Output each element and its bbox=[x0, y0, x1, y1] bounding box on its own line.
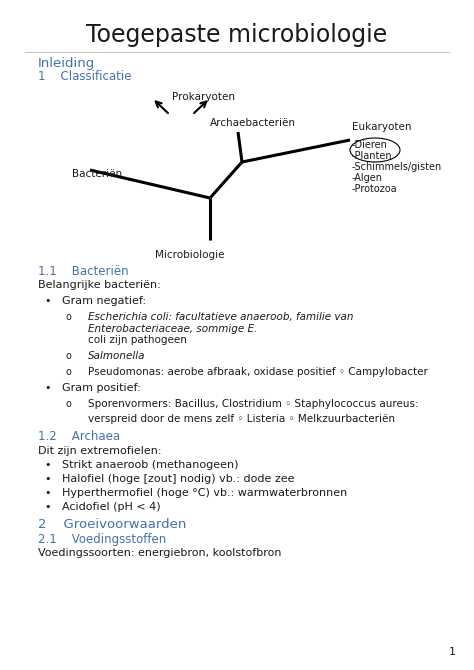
Text: Voedingssoorten: energiebron, koolstofbron: Voedingssoorten: energiebron, koolstofbr… bbox=[38, 548, 282, 558]
Text: Dit zijn extremofielen:: Dit zijn extremofielen: bbox=[38, 446, 162, 456]
Text: Archaebacteriën: Archaebacteriën bbox=[210, 118, 296, 128]
Text: Hyperthermofiel (hoge °C) vb.: warmwaterbronnen: Hyperthermofiel (hoge °C) vb.: warmwater… bbox=[62, 488, 347, 498]
Text: 1.2    Archaea: 1.2 Archaea bbox=[38, 431, 120, 444]
Text: •: • bbox=[44, 383, 51, 393]
Text: verspreid door de mens zelf ◦ Listeria ◦ Melkzuurbacteriën: verspreid door de mens zelf ◦ Listeria ◦… bbox=[88, 414, 395, 424]
Text: o: o bbox=[66, 367, 72, 377]
Text: Gram negatief:: Gram negatief: bbox=[62, 296, 146, 306]
Text: Eukaryoten: Eukaryoten bbox=[352, 122, 411, 132]
Text: -Schimmels/gisten: -Schimmels/gisten bbox=[352, 162, 442, 172]
Text: Microbiologie: Microbiologie bbox=[155, 250, 225, 260]
Text: Sporenvormers: Bacillus, Clostridium ◦ Staphylococcus aureus:: Sporenvormers: Bacillus, Clostridium ◦ S… bbox=[88, 399, 419, 409]
Text: o: o bbox=[66, 399, 72, 409]
Text: Escherichia coli: facultatieve anaeroob, familie van: Escherichia coli: facultatieve anaeroob,… bbox=[88, 312, 354, 322]
Text: -Dieren: -Dieren bbox=[352, 140, 388, 150]
Text: •: • bbox=[44, 296, 51, 306]
Text: •: • bbox=[44, 474, 51, 484]
Text: -Protozoa: -Protozoa bbox=[352, 184, 398, 194]
Text: 1.1    Bacteriën: 1.1 Bacteriën bbox=[38, 265, 128, 277]
Text: o: o bbox=[66, 351, 72, 361]
Text: -Algen: -Algen bbox=[352, 173, 383, 183]
Text: Prokaryoten: Prokaryoten bbox=[172, 92, 235, 102]
Text: Strikt anaeroob (methanogeen): Strikt anaeroob (methanogeen) bbox=[62, 460, 238, 470]
Text: •: • bbox=[44, 460, 51, 470]
Text: Inleiding: Inleiding bbox=[38, 56, 95, 70]
Text: Belangrijke bacteriën:: Belangrijke bacteriën: bbox=[38, 280, 161, 290]
Text: Bacteriën: Bacteriën bbox=[72, 169, 122, 179]
Text: Toegepaste microbiologie: Toegepaste microbiologie bbox=[86, 23, 388, 47]
Text: Enterobacteriaceae, sommige E.: Enterobacteriaceae, sommige E. bbox=[88, 324, 257, 334]
Text: •: • bbox=[44, 488, 51, 498]
Text: o: o bbox=[66, 312, 72, 322]
Text: •: • bbox=[44, 502, 51, 512]
Text: Pseudomonas: aerobe afbraak, oxidase positief ◦ Campylobacter: Pseudomonas: aerobe afbraak, oxidase pos… bbox=[88, 367, 428, 377]
Text: -Planten: -Planten bbox=[352, 151, 392, 161]
Text: Gram positief:: Gram positief: bbox=[62, 383, 141, 393]
Text: Acidofiel (pH < 4): Acidofiel (pH < 4) bbox=[62, 502, 161, 512]
Text: 2.1    Voedingsstoffen: 2.1 Voedingsstoffen bbox=[38, 533, 166, 545]
Text: coli zijn pathogeen: coli zijn pathogeen bbox=[88, 335, 187, 345]
Text: 2    Groeivoorwaarden: 2 Groeivoorwaarden bbox=[38, 519, 186, 531]
Text: 1: 1 bbox=[449, 647, 456, 657]
Text: Halofiel (hoge [zout] nodig) vb.: dode zee: Halofiel (hoge [zout] nodig) vb.: dode z… bbox=[62, 474, 294, 484]
Text: 1    Classificatie: 1 Classificatie bbox=[38, 70, 131, 82]
Text: Salmonella: Salmonella bbox=[88, 351, 146, 361]
